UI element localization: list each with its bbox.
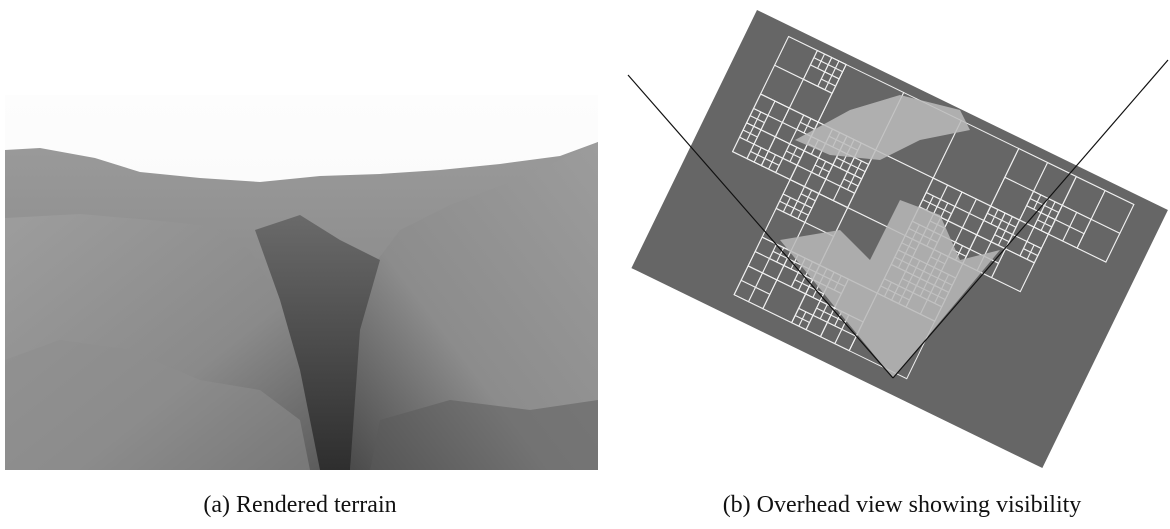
caption: (b) Overhead view showing visibility: [723, 492, 1082, 518]
figure: (a) Rendered terrain (b) Overhead view s…: [0, 0, 1170, 524]
caption: (a) Rendered terrain: [203, 492, 396, 518]
overhead-view: [628, 10, 1168, 468]
terrain-render: [5, 95, 598, 470]
